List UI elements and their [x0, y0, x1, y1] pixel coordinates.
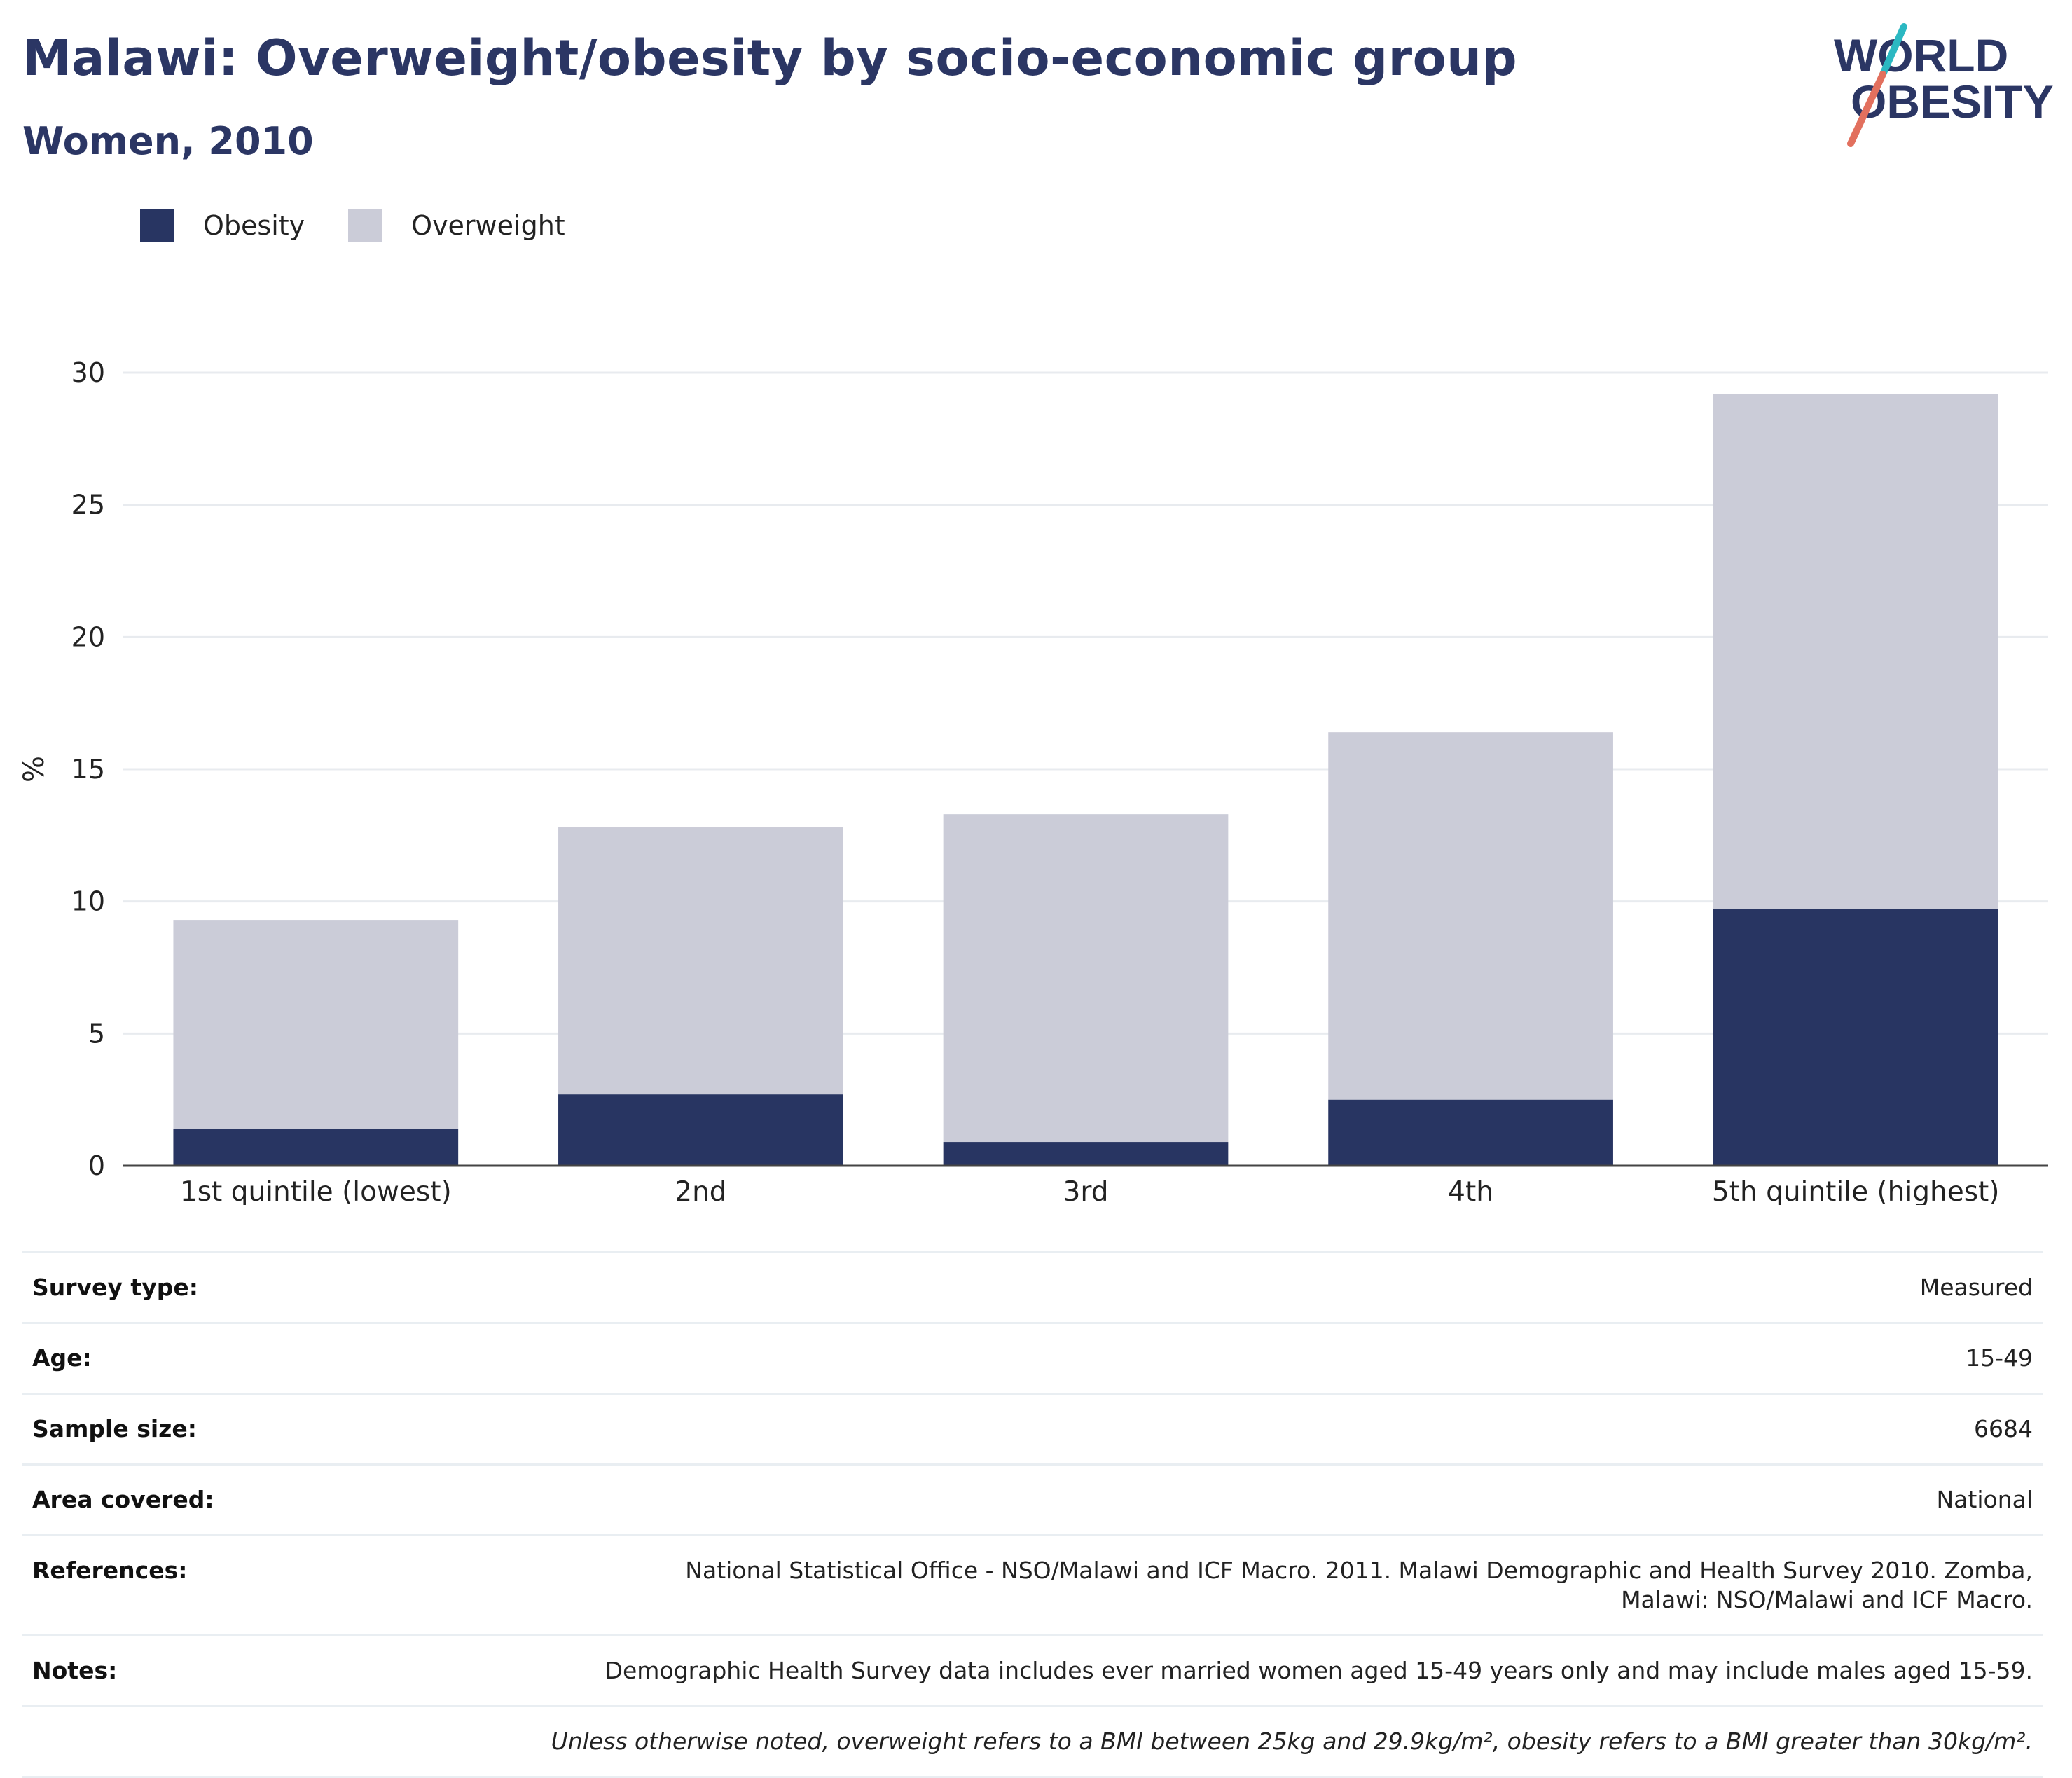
sample-size-label: Sample size:	[32, 1415, 197, 1442]
y-tick-label: 30	[71, 357, 105, 388]
bar-overweight	[1328, 732, 1613, 1100]
logo-slash-teal	[1879, 23, 1907, 78]
legend-item-overweight[interactable]: Overweight	[348, 209, 565, 242]
table-row-survey-type: Survey type: Measured	[22, 1253, 2043, 1324]
bar-obesity	[1713, 909, 1998, 1166]
bar-obesity	[1328, 1099, 1613, 1166]
bar-overweight	[558, 827, 843, 1095]
y-tick-label: 20	[71, 621, 105, 652]
legend-swatch-obesity	[140, 209, 174, 242]
age-label: Age:	[32, 1344, 92, 1372]
survey-type-label: Survey type:	[32, 1274, 198, 1301]
world-obesity-logo: WORLD OBESITY	[1834, 23, 2054, 147]
bar-overweight	[173, 920, 459, 1129]
y-tick-label: 25	[71, 490, 105, 521]
logo-line-1: WORLD	[1834, 29, 2008, 81]
y-tick-label: 0	[88, 1150, 105, 1181]
y-tick-label: 10	[71, 886, 105, 917]
survey-info-table: Survey type: Measured Age: 15-49 Sample …	[22, 1251, 2043, 1778]
legend-label-overweight: Overweight	[411, 210, 565, 241]
bar-obesity	[173, 1129, 459, 1166]
bar-overweight	[1713, 394, 1998, 909]
notes-value: Demographic Health Survey data includes …	[605, 1657, 2033, 1684]
logo-slash-coral	[1847, 71, 1886, 147]
table-row-notes: Notes: Demographic Health Survey data in…	[22, 1636, 2043, 1707]
notes-label: Notes:	[32, 1657, 118, 1684]
logo-line-2: OBESITY	[1851, 76, 2054, 128]
table-row-footnote: Unless otherwise noted, overweight refer…	[22, 1707, 2043, 1778]
legend-swatch-overweight	[348, 209, 382, 242]
area-covered-label: Area covered:	[32, 1486, 214, 1513]
y-tick-label: 15	[71, 754, 105, 785]
table-row-sample-size: Sample size: 6684	[22, 1395, 2043, 1466]
references-value: National Statistical Office - NSO/Malawi…	[685, 1557, 2033, 1613]
x-tick-label: 2nd	[675, 1176, 726, 1205]
chart-subtitle: Women, 2010	[22, 119, 314, 163]
chart-legend: Obesity Overweight	[140, 207, 609, 244]
chart-title: Malawi: Overweight/obesity by socio-econ…	[22, 29, 1518, 87]
table-row-references: References: National Statistical Office …	[22, 1536, 2043, 1636]
bmi-footnote: Unless otherwise noted, overweight refer…	[551, 1728, 2033, 1755]
y-tick-label: 5	[88, 1018, 105, 1049]
bar-chart: 0 5 10 15 20 25 30 1st quintile (lowest) 2nd 3rd 4…	[18, 357, 2048, 1205]
sample-size-value: 6684	[1974, 1415, 2033, 1442]
bar-obesity	[943, 1142, 1229, 1166]
legend-label-obesity: Obesity	[203, 210, 305, 241]
x-tick-label: 1st quintile (lowest)	[180, 1176, 452, 1205]
area-covered-value: National	[1936, 1486, 2033, 1513]
bar-overweight	[943, 814, 1229, 1143]
y-axis-label: %	[18, 756, 50, 783]
bar-obesity	[558, 1094, 843, 1166]
table-row-area-covered: Area covered: National	[22, 1466, 2043, 1536]
table-row-age: Age: 15-49	[22, 1324, 2043, 1395]
x-tick-label: 4th	[1448, 1176, 1493, 1205]
references-label: References:	[32, 1557, 188, 1584]
x-tick-label: 3rd	[1063, 1176, 1109, 1205]
legend-item-obesity[interactable]: Obesity	[140, 209, 305, 242]
x-tick-label: 5th quintile (highest)	[1712, 1176, 2000, 1205]
age-value: 15-49	[1966, 1344, 2033, 1372]
survey-type-value: Measured	[1919, 1274, 2033, 1301]
